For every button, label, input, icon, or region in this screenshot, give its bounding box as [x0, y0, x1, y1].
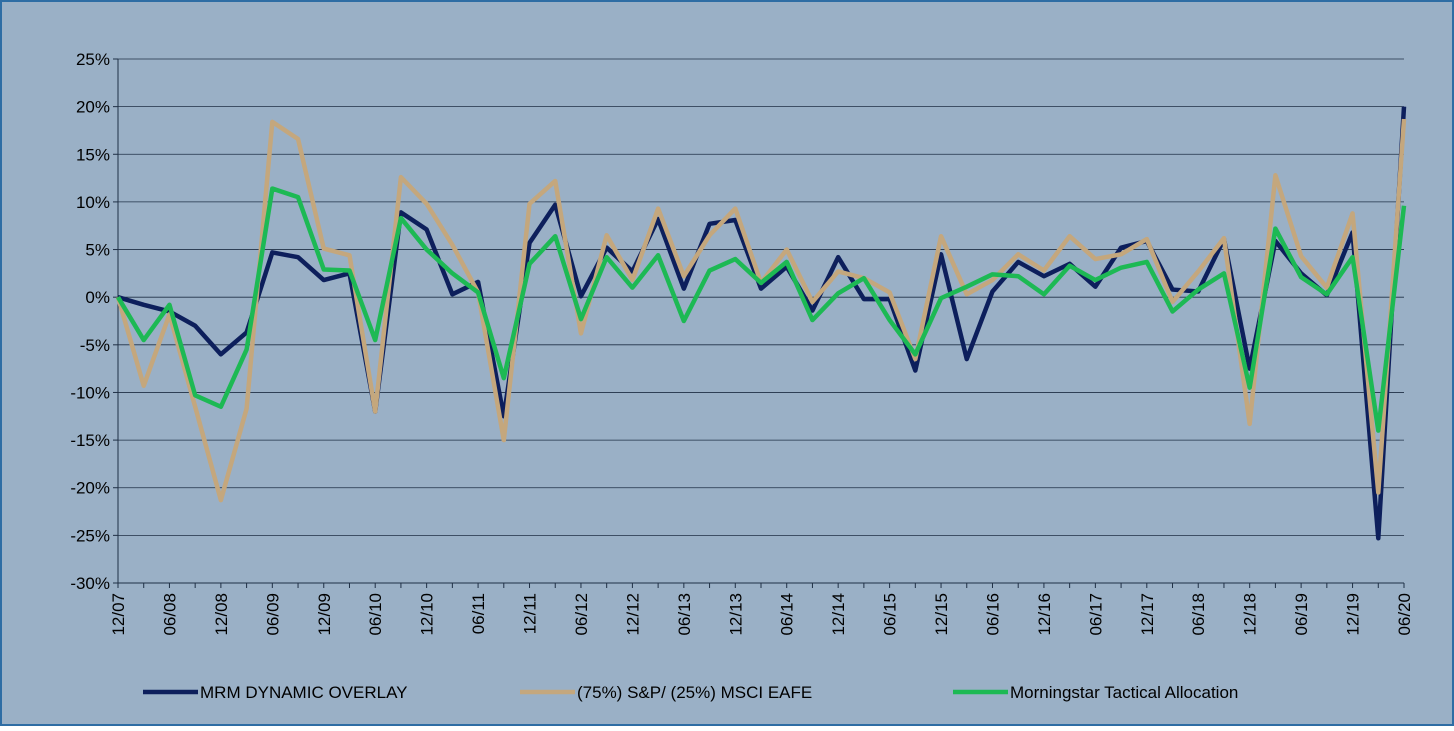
y-tick-label: -30%: [70, 574, 110, 593]
y-tick-label: 20%: [76, 98, 110, 117]
y-tick-label: -5%: [80, 336, 110, 355]
y-tick-label: -25%: [70, 526, 110, 545]
x-tick-label: 06/16: [983, 593, 1002, 636]
x-tick-label: 12/07: [109, 593, 128, 636]
x-tick-label: 06/10: [366, 593, 385, 636]
y-tick-label: 0%: [85, 288, 110, 307]
y-tick-label: 15%: [76, 145, 110, 164]
x-tick-label: 12/09: [315, 593, 334, 636]
y-tick-label: -20%: [70, 479, 110, 498]
y-tick-label: -15%: [70, 431, 110, 450]
x-tick-label: 06/11: [469, 593, 488, 634]
x-tick-label: 06/19: [1292, 593, 1311, 636]
x-tick-label: 12/11: [521, 593, 540, 634]
series-line: [116, 186, 1407, 433]
x-tick-label: 06/13: [675, 593, 694, 636]
x-tick-label: 12/17: [1138, 593, 1157, 636]
x-tick-label: 12/16: [1035, 593, 1054, 636]
legend-label: Morningstar Tactical Allocation: [1010, 683, 1238, 702]
x-tick-label: 06/15: [881, 593, 900, 636]
x-tick-label: 06/12: [572, 593, 591, 636]
legend-label: (75%) S&P/ (25%) MSCI EAFE: [577, 683, 812, 702]
x-tick-label: 12/12: [623, 593, 642, 636]
y-tick-label: 25%: [76, 50, 110, 69]
x-tick-label: 06/20: [1395, 593, 1414, 636]
y-tick-label: 10%: [76, 193, 110, 212]
x-tick-label: 12/14: [829, 593, 848, 636]
x-tick-label: 12/18: [1241, 593, 1260, 636]
x-tick-label: 06/08: [160, 593, 179, 636]
x-tick-label: 12/19: [1344, 593, 1363, 636]
legend-label: MRM DYNAMIC OVERLAY: [200, 683, 408, 702]
x-tick-label: 06/17: [1086, 593, 1105, 636]
x-tick-label: 06/18: [1189, 593, 1208, 636]
x-tick-label: 12/13: [726, 593, 745, 636]
y-tick-label: 5%: [85, 241, 110, 260]
x-tick-label: 06/14: [778, 593, 797, 636]
series-line: [117, 106, 1407, 541]
y-tick-label: -10%: [70, 383, 110, 402]
x-tick-label: 12/10: [418, 593, 437, 636]
x-tick-label: 06/09: [263, 593, 282, 636]
x-tick-label: 12/15: [932, 593, 951, 636]
x-tick-label: 12/08: [212, 593, 231, 636]
